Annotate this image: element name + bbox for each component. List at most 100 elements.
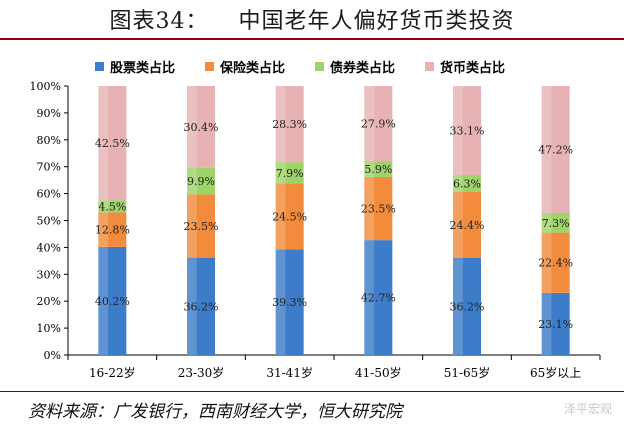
- bar-segment-0-0: [98, 246, 127, 355]
- y-tick-label: 80%: [37, 134, 61, 147]
- data-label-2-1: 9.9%: [187, 175, 215, 188]
- bar-segment-shine-3-1: [187, 86, 197, 168]
- legend-item-insurance: 保险类占比: [205, 57, 285, 76]
- data-label-1-4: 24.4%: [450, 219, 485, 232]
- footer-divider: [0, 391, 624, 392]
- bar-segment-shine-3-4: [453, 86, 463, 176]
- chart-legend: 股票类占比 保险类占比 债券类占比 货币类占比: [95, 55, 615, 77]
- legend-label-bond: 债券类占比: [330, 60, 396, 76]
- bar-segment-1-3: [364, 176, 393, 241]
- bar-segment-shine-1-5: [541, 232, 552, 293]
- bar-segment-shine-0-3: [364, 240, 375, 355]
- title-divider: [0, 38, 624, 40]
- bar-segment-shine-3-0: [98, 86, 109, 201]
- bar-segment-shine-2-1: [187, 167, 197, 195]
- stacked-bar-chart: 0% 10% 20% 30% 40% 50% 60% 70% 80% 90% 100% 40.2% 12…: [30, 80, 601, 380]
- data-label-2-2: 7.9%: [276, 167, 304, 180]
- data-label-0-5: 23.1%: [538, 318, 573, 331]
- bar-segment-1-1: [187, 194, 215, 258]
- data-label-1-2: 24.5%: [272, 210, 307, 223]
- bar-segment-shine-2-3: [364, 161, 375, 177]
- data-label-1-5: 22.4%: [538, 257, 573, 270]
- bar-segment-shine-3-3: [364, 86, 375, 162]
- bar-segment-0-1: [187, 257, 215, 355]
- bar-segment-1-2: [275, 183, 304, 250]
- bar-segment-2-4: [453, 175, 481, 192]
- bar-segment-2-1: [187, 167, 215, 195]
- data-label-3-0: 42.5%: [95, 137, 130, 150]
- x-tick-label: 65岁以上: [530, 365, 581, 380]
- bar-segment-3-5: [541, 86, 570, 213]
- data-label-0-2: 39.3%: [272, 296, 307, 309]
- y-tick-label: 50%: [37, 215, 61, 228]
- bar-segment-shine-1-1: [187, 194, 197, 258]
- legend-label-money: 货币类占比: [440, 60, 506, 76]
- y-tick-label: 0%: [44, 349, 61, 362]
- x-tick-label: 31-41岁: [266, 365, 313, 380]
- bar-segment-3-1: [187, 86, 215, 168]
- y-tick-label: 100%: [30, 80, 61, 93]
- bar-segment-3-0: [98, 86, 127, 201]
- legend-item-money: 货币类占比: [425, 57, 505, 76]
- legend-swatch-money: [425, 61, 435, 71]
- legend-swatch-insurance: [205, 61, 215, 71]
- y-tick-label: 10%: [37, 322, 61, 335]
- data-label-2-0: 4.5%: [98, 200, 126, 213]
- bar-segment-3-3: [364, 86, 393, 162]
- legend-item-stock: 股票类占比: [95, 57, 175, 76]
- data-label-3-3: 27.9%: [361, 118, 396, 131]
- bar-segment-0-4: [453, 257, 481, 355]
- bar-segment-3-4: [453, 86, 481, 176]
- bar-segment-1-4: [453, 191, 481, 258]
- data-label-1-3: 23.5%: [361, 203, 396, 216]
- x-tick-label: 41-50岁: [355, 365, 402, 380]
- x-tick-label: 51-65岁: [444, 365, 491, 380]
- bar-segment-0-3: [364, 240, 393, 355]
- y-tick-label: 30%: [37, 268, 61, 281]
- watermark: 泽平宏观: [563, 402, 612, 416]
- bar-segment-1-0: [98, 212, 127, 247]
- data-label-2-5: 7.3%: [542, 217, 570, 230]
- bar-segment-shine-2-4: [453, 175, 463, 192]
- bar-segment-2-3: [364, 161, 393, 177]
- bar-segment-3-2: [275, 86, 304, 163]
- data-label-0-4: 36.2%: [450, 300, 485, 313]
- bar-segment-0-5: [541, 292, 570, 355]
- data-label-3-5: 47.2%: [538, 143, 573, 156]
- bar-segment-1-5: [541, 232, 570, 293]
- data-label-0-1: 36.2%: [184, 300, 219, 313]
- bar-segment-shine-0-4: [453, 257, 463, 355]
- x-tick-label: 23-30岁: [178, 365, 225, 380]
- x-tick-label: 16-22岁: [89, 365, 136, 380]
- data-label-3-2: 28.3%: [272, 118, 307, 131]
- y-tick-label: 60%: [37, 188, 61, 201]
- y-tick-label: 70%: [37, 161, 61, 174]
- legend-swatch-bond: [315, 61, 325, 71]
- bar-segment-shine-0-1: [187, 257, 197, 355]
- legend-swatch-stock: [95, 61, 104, 71]
- data-label-1-0: 12.8%: [95, 224, 130, 237]
- bar-segment-2-5: [541, 212, 570, 233]
- data-label-2-4: 6.3%: [453, 178, 481, 191]
- source-note: 资料来源：广发银行，西南财经大学，恒大研究院: [28, 402, 402, 422]
- bar-segment-shine-2-5: [541, 212, 552, 233]
- bar-segment-shine-1-4: [453, 191, 463, 258]
- y-tick-label: 20%: [37, 295, 61, 308]
- figure-label: 图表34：: [109, 9, 209, 34]
- legend-item-bond: 债券类占比: [315, 57, 395, 76]
- chart-area: 0% 10% 20% 30% 40% 50% 60% 70% 80% 90% 100% 40.2% 12…: [0, 42, 624, 387]
- legend-label-stock: 股票类占比: [110, 60, 176, 76]
- chart-title: 图表34： 中国老年人偏好货币类投资: [0, 0, 624, 38]
- bar-segment-shine-1-3: [364, 176, 375, 241]
- bar-segment-2-2: [275, 162, 304, 184]
- data-label-1-1: 23.5%: [184, 220, 219, 233]
- bar-segment-shine-2-2: [275, 162, 286, 184]
- y-tick-label: 90%: [37, 107, 61, 120]
- data-label-3-4: 33.1%: [450, 125, 485, 138]
- bar-segment-shine-0-5: [541, 292, 552, 355]
- bar-segment-shine-2-0: [98, 200, 109, 213]
- bar-segment-shine-3-2: [275, 86, 286, 163]
- data-label-3-1: 30.4%: [184, 121, 219, 134]
- data-label-0-0: 40.2%: [95, 295, 130, 308]
- bar-segment-shine-0-0: [98, 246, 109, 355]
